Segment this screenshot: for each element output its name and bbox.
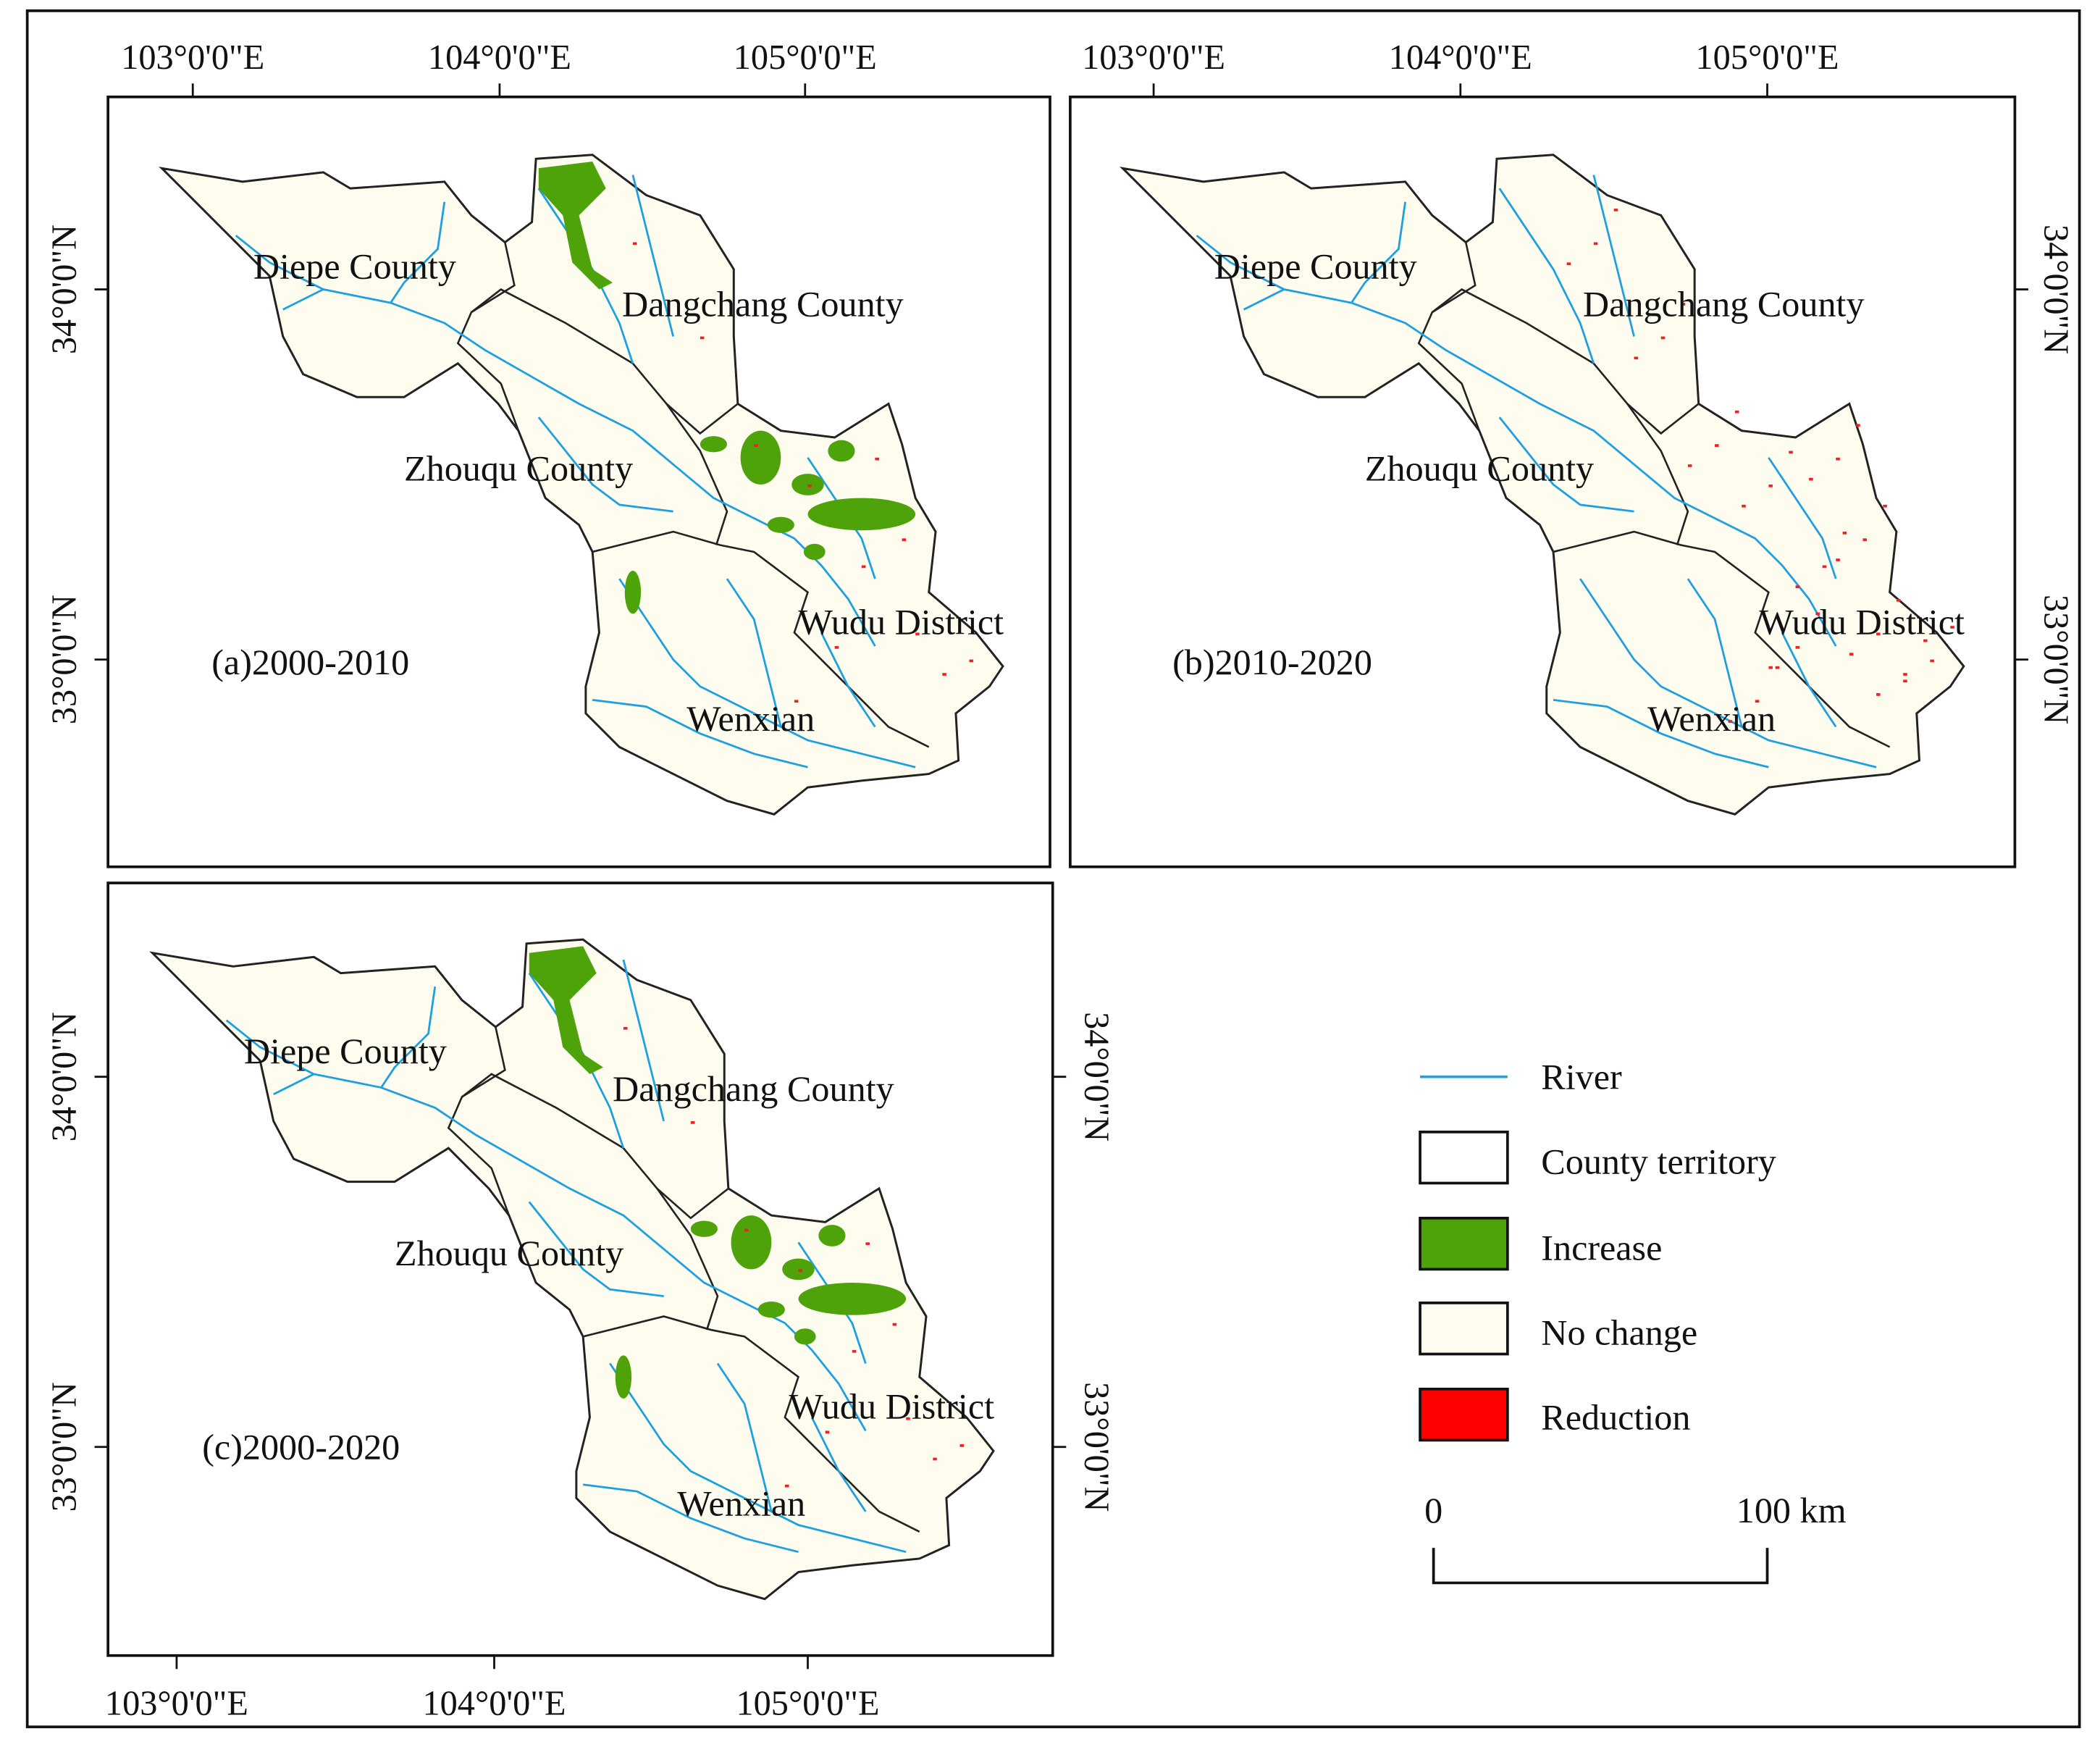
x-tick-label: 104°0'0"E bbox=[428, 38, 571, 77]
county-label: Dangchang County bbox=[622, 284, 904, 324]
y-tick-label: 34°0'0"N bbox=[2036, 225, 2075, 354]
x-tick-label: 104°0'0"E bbox=[1389, 38, 1532, 77]
y-tick-label: 34°0'0"N bbox=[45, 1012, 83, 1141]
legend-label: Reduction bbox=[1541, 1397, 1690, 1438]
legend-label: No change bbox=[1541, 1312, 1697, 1353]
county-label: Diepe County bbox=[244, 1031, 447, 1071]
scale-start: 0 bbox=[1424, 1490, 1442, 1530]
y-tick-label: 33°0'0"N bbox=[45, 595, 83, 724]
x-tick-label: 105°0'0"E bbox=[1696, 38, 1839, 77]
x-tick-label: 103°0'0"E bbox=[121, 38, 264, 77]
county-label: Dangchang County bbox=[1583, 284, 1865, 324]
county-label: Wudu District bbox=[1759, 601, 1965, 642]
county-label: Zhouqu County bbox=[404, 448, 633, 488]
scale-bar bbox=[1432, 1548, 1769, 1585]
x-tick-label: 103°0'0"E bbox=[1082, 38, 1225, 77]
panel-b-map bbox=[1069, 95, 2017, 868]
county-label: Wudu District bbox=[798, 601, 1004, 642]
legend-label: Increase bbox=[1541, 1227, 1662, 1267]
y-tick-label: 34°0'0"N bbox=[45, 225, 83, 354]
panel-label: (b)2010-2020 bbox=[1172, 642, 1372, 682]
panel-a-map bbox=[106, 95, 1051, 868]
legend-label: River bbox=[1541, 1056, 1622, 1097]
x-tick-label: 105°0'0"E bbox=[734, 38, 877, 77]
legend-symbols bbox=[1419, 1075, 1509, 1442]
county-label: Wenxian bbox=[677, 1483, 805, 1524]
county-label: Wudu District bbox=[789, 1386, 994, 1427]
county-label: Diepe County bbox=[1214, 246, 1417, 287]
scale-end: 100 km bbox=[1736, 1490, 1847, 1530]
county-label: Wenxian bbox=[686, 698, 815, 739]
county-label: Dangchang County bbox=[613, 1068, 894, 1109]
y-tick-label: 33°0'0"N bbox=[1077, 1382, 1115, 1512]
county-label: Zhouqu County bbox=[395, 1233, 623, 1273]
y-tick-label: 34°0'0"N bbox=[1077, 1012, 1115, 1141]
legend-label: County territory bbox=[1541, 1141, 1776, 1181]
panel-label: (a)2000-2010 bbox=[211, 642, 409, 682]
x-tick-label: 104°0'0"E bbox=[423, 1685, 566, 1723]
x-tick-label: 103°0'0"E bbox=[105, 1685, 248, 1723]
county-label: Wenxian bbox=[1647, 698, 1776, 739]
panel-label: (c)2000-2020 bbox=[202, 1426, 400, 1467]
county-label: Zhouqu County bbox=[1365, 448, 1594, 488]
x-tick-label: 105°0'0"E bbox=[736, 1685, 880, 1723]
outer-frame bbox=[25, 9, 2081, 1729]
y-tick-label: 33°0'0"N bbox=[2036, 595, 2075, 724]
y-tick-label: 33°0'0"N bbox=[45, 1382, 83, 1512]
county-label: Diepe County bbox=[253, 246, 456, 287]
panel-c-map bbox=[106, 881, 1054, 1657]
